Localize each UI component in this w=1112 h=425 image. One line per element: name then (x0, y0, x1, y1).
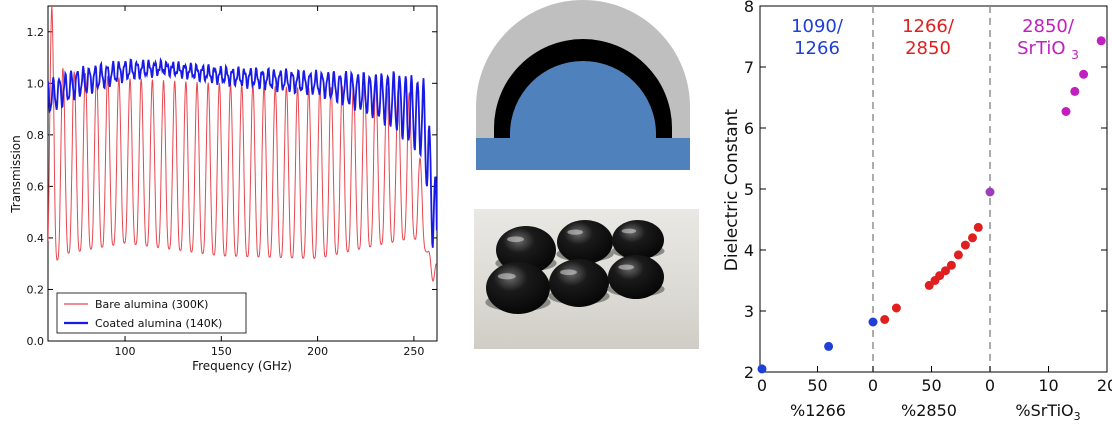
data-point-magenta (1079, 69, 1089, 79)
y-tick-label: 0.2 (27, 283, 45, 296)
dk-x-tick-label: 10 (1038, 376, 1058, 395)
dk-y-tick-label: 8 (744, 0, 754, 16)
y-tick-label: 0.4 (27, 232, 45, 245)
dome-highlight (507, 236, 524, 243)
dk-y-tick-label: 7 (744, 58, 754, 77)
transmission-plot: 100 150 200 250 0.0 0.2 0.4 0.6 0.8 1.0 1.2 Freque… (9, 5, 438, 373)
dome-highlight (621, 228, 637, 234)
x-tick-label: 150 (211, 345, 232, 358)
data-point-magenta (985, 187, 995, 197)
dk-y-tick-label: 4 (744, 241, 754, 260)
section-label-2850-srtio3: 2850/SrTiO 3 (1017, 16, 1079, 62)
dk-y-tick-label: 5 (744, 180, 754, 199)
dielectric-plot-frame (759, 5, 1108, 373)
dk-x-tick-label: 50 (807, 376, 827, 395)
data-point-red (941, 266, 950, 276)
data-point-blue (868, 317, 878, 327)
y-tick-label: 1.0 (27, 77, 45, 90)
data-point-magenta (1096, 36, 1106, 46)
y-tick-label: 0.0 (27, 335, 45, 348)
dk-x-tick-label: 0 (868, 376, 878, 395)
lens-photo-domes (485, 220, 665, 314)
section-xlabel-1266: %1266 (790, 401, 846, 420)
series-coated-alumina (48, 56, 437, 248)
legend-label-bare: Bare alumina (300K) (95, 298, 208, 311)
legend: Bare alumina (300K) Coated alumina (140K… (56, 292, 247, 334)
dielectric-y-axis-label: Dielectric Constant (722, 108, 742, 271)
data-point-red (960, 240, 970, 250)
dk-x-tick-label: 50 (921, 376, 941, 395)
x-tick-label: 100 (115, 345, 136, 358)
data-point-red (946, 260, 956, 270)
dome (557, 220, 613, 264)
x-axis-label: Frequency (GHz) (192, 359, 292, 373)
section-label-1266-2850: 1266/2850 (902, 16, 955, 59)
data-point-red (880, 315, 890, 324)
dome (612, 220, 664, 260)
dk-x-tick-label: 0 (985, 376, 995, 395)
y-tick-label: 0.8 (27, 129, 45, 142)
data-point-blue (757, 364, 767, 374)
section-label-1090-1266: 1090/1266 (791, 16, 844, 59)
lens-core (510, 61, 656, 140)
y-tick-label: 0.6 (27, 180, 45, 193)
data-point-red (973, 222, 983, 232)
section-xlabel-srtio3: %SrTiO3 (1015, 401, 1080, 423)
series-bare-alumina (48, 6, 437, 282)
dome (486, 262, 550, 314)
data-point-magenta (1061, 107, 1071, 116)
dome (549, 259, 609, 307)
dome-highlight (618, 264, 635, 270)
dome-highlight (560, 269, 577, 276)
y-axis-label: Transmission (9, 135, 23, 214)
dk-y-tick-label: 6 (744, 119, 754, 138)
dielectric-plot: 2 3 4 5 6 7 8 0 50 0 50 0 10 20 Dielectric Constant 1… (722, 0, 1112, 423)
legend-box (56, 292, 247, 334)
legend-label-coated: Coated alumina (140K) (95, 317, 222, 330)
data-point-red (953, 250, 963, 260)
y-tick-label: 1.2 (27, 26, 45, 39)
dome-highlight (567, 229, 584, 235)
data-point-red (891, 303, 901, 313)
dk-x-tick-label: 20 (1097, 376, 1112, 395)
x-tick-label: 200 (307, 345, 328, 358)
lens-base (476, 138, 690, 170)
section-xlabel-2850: %2850 (901, 401, 957, 420)
dk-x-tick-label: 0 (757, 376, 767, 395)
lens-diagram (476, 0, 690, 170)
dome (608, 255, 664, 299)
data-point-red (968, 233, 977, 243)
data-point-magenta (1070, 86, 1080, 96)
data-point-blue (824, 341, 834, 351)
dk-y-tick-label: 3 (744, 302, 754, 321)
x-tick-label: 250 (403, 345, 424, 358)
dk-y-tick-label: 2 (744, 363, 754, 382)
dome-highlight (497, 273, 516, 280)
